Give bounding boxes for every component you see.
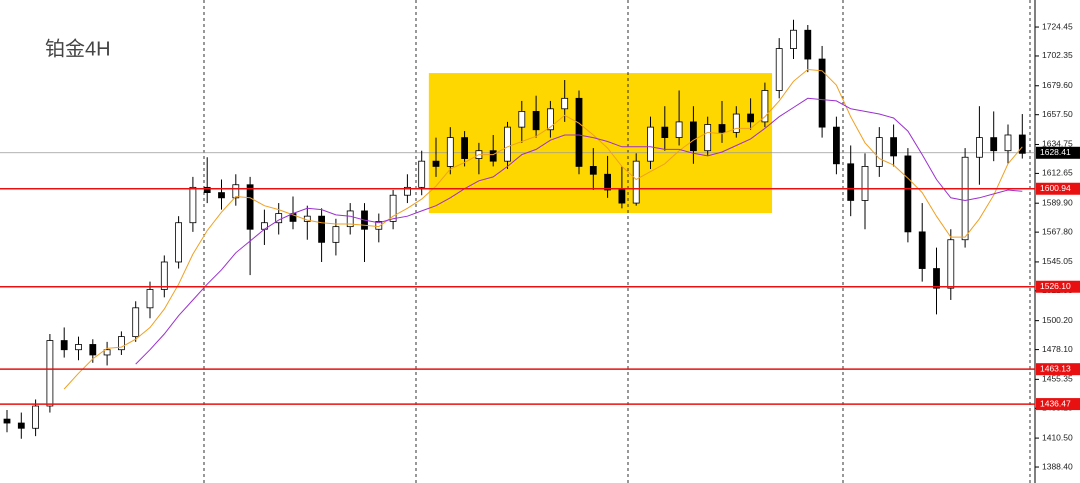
candle-body	[561, 97, 569, 110]
y-tick-label: 1388.40	[1042, 461, 1073, 471]
y-tick-label: 1724.45	[1042, 21, 1073, 31]
candle-body	[46, 340, 54, 407]
y-tick-label: 1567.80	[1042, 226, 1073, 236]
y-tick-label: 1612.65	[1042, 168, 1073, 178]
candle-body	[690, 121, 697, 152]
y-tick-label: 1679.60	[1042, 80, 1073, 90]
candle-body	[847, 163, 855, 201]
candle-body	[418, 160, 426, 188]
level-label: 1526.10	[1040, 281, 1071, 291]
candle-body	[389, 194, 397, 222]
level-tag	[1036, 398, 1080, 411]
y-tick-label: 1455.35	[1042, 374, 1073, 384]
y-tick-label: 1702.35	[1042, 50, 1073, 60]
candle-body	[232, 184, 240, 199]
current-price-label: 1628.41	[1040, 147, 1071, 157]
candle-body	[947, 239, 955, 289]
candle-body	[904, 155, 912, 233]
candle-body	[75, 344, 82, 351]
candle-body	[375, 221, 383, 230]
candle-body	[403, 186, 411, 196]
candle-body	[318, 215, 326, 243]
highlight-box	[428, 73, 773, 214]
candle-body	[17, 422, 25, 429]
candle-body	[804, 29, 812, 60]
candle-body	[175, 222, 183, 263]
candle-body	[632, 160, 640, 204]
candle-body	[132, 307, 140, 338]
y-tick-label: 1410.50	[1042, 432, 1073, 442]
candle-body	[747, 113, 754, 123]
candle-body	[189, 186, 197, 224]
level-tag	[1036, 280, 1080, 293]
candle-body	[875, 137, 883, 167]
candle-body	[432, 160, 440, 167]
candle-body	[60, 340, 68, 351]
candle-body	[346, 210, 354, 228]
y-tick-label: 1589.90	[1042, 197, 1073, 207]
y-tick-label: 1500.20	[1042, 315, 1073, 325]
candle-body	[818, 58, 826, 128]
period-separators	[203, 0, 1031, 483]
candle-body	[833, 126, 840, 165]
level-label: 1463.13	[1040, 363, 1071, 373]
y-tick-label: 1478.10	[1042, 344, 1073, 354]
y-tick-label: 1545.05	[1042, 256, 1073, 266]
candle-body	[504, 126, 511, 162]
candle-body	[160, 261, 168, 290]
candle-body	[32, 405, 39, 429]
candle-body	[575, 97, 583, 167]
candle-body	[861, 166, 869, 201]
candle-body	[990, 137, 998, 152]
candle-body	[518, 111, 526, 128]
candle-body	[146, 289, 154, 309]
level-label: 1600.94	[1040, 183, 1071, 193]
candle-body	[933, 268, 940, 289]
candle-body	[103, 349, 111, 356]
candle-body	[647, 126, 654, 162]
y-tick-label: 1657.50	[1042, 109, 1073, 119]
candle-body	[3, 418, 11, 424]
candle-body	[618, 189, 626, 204]
candle-body	[489, 150, 497, 162]
moving-average	[63, 68, 1023, 390]
candle-body	[461, 137, 469, 159]
candle-body	[704, 124, 712, 152]
candle-body	[1004, 134, 1012, 152]
candle-body	[547, 108, 554, 131]
candle-body	[961, 156, 969, 241]
candle-body	[790, 29, 797, 49]
candle-body	[775, 48, 783, 91]
candle-body	[718, 124, 726, 133]
candle-body	[732, 113, 740, 133]
current-price-tag	[1036, 146, 1080, 159]
candle-body	[675, 121, 683, 139]
candle-body	[761, 90, 769, 123]
candle-body	[246, 184, 254, 230]
candle-body	[589, 166, 597, 175]
level-tag	[1036, 363, 1080, 376]
candle-body	[661, 126, 669, 139]
candle-body	[118, 336, 125, 351]
candle-body	[532, 111, 540, 131]
candle-body	[203, 186, 211, 193]
level-label: 1436.47	[1040, 398, 1071, 408]
candle-body	[275, 213, 283, 224]
moving-average	[135, 97, 1023, 365]
candle-body	[1018, 134, 1026, 154]
candle-body	[890, 137, 897, 157]
candle-body	[218, 192, 225, 199]
candle-body	[604, 173, 611, 191]
candle-body	[89, 344, 97, 356]
candle-body	[918, 231, 926, 269]
chart-title: 铂金4H	[45, 37, 111, 60]
candle-body	[332, 226, 340, 243]
candle-body	[446, 137, 454, 167]
y-tick-label: 1634.75	[1042, 139, 1073, 149]
level-tag	[1036, 182, 1080, 195]
candle-body	[976, 137, 983, 158]
